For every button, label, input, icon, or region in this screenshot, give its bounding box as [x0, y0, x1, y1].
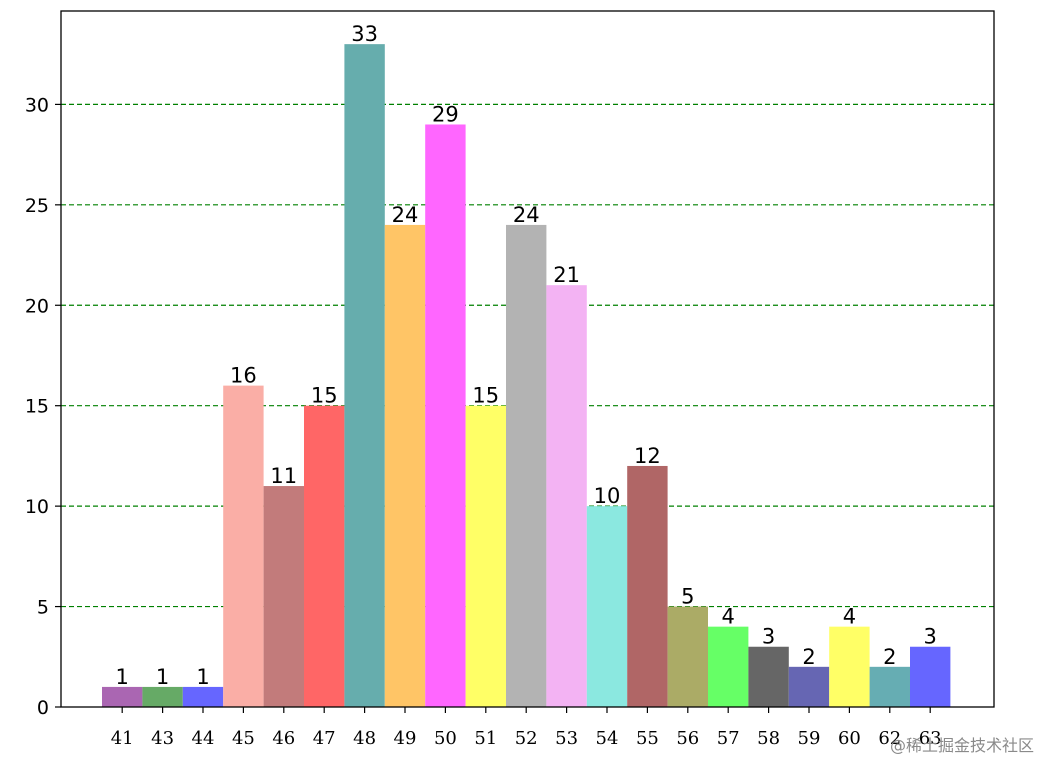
bar	[304, 405, 345, 707]
x-tick-label: 50	[434, 728, 457, 749]
bar-value-label: 29	[432, 102, 459, 126]
bar-value-label: 24	[392, 203, 419, 227]
bar	[586, 506, 628, 707]
bar	[102, 686, 143, 707]
bar-value-label: 1	[116, 665, 129, 689]
bar	[667, 606, 708, 707]
bar	[425, 124, 466, 707]
bar-value-label: 3	[762, 625, 775, 649]
bar	[546, 285, 587, 707]
y-tick-label: 0	[37, 697, 49, 719]
y-tick-label: 20	[25, 295, 49, 317]
x-tick-label: 46	[272, 728, 295, 749]
bar-value-label: 2	[883, 645, 896, 669]
bar	[829, 626, 870, 707]
bar-value-label: 15	[472, 384, 499, 408]
x-tick-label: 41	[111, 728, 134, 749]
bar	[788, 666, 830, 707]
bar-value-label: 4	[843, 605, 856, 629]
bar	[142, 686, 183, 707]
y-tick-label: 15	[25, 396, 49, 418]
bar-value-label: 33	[351, 22, 378, 46]
x-tick-label: 59	[798, 728, 821, 749]
x-tick-label: 53	[555, 728, 578, 749]
x-tick-label: 43	[151, 728, 174, 749]
x-tick-label: 54	[596, 728, 619, 749]
bar	[708, 626, 749, 707]
bar-value-label: 16	[230, 364, 257, 388]
bar-value-label: 1	[196, 665, 209, 689]
x-tick-label: 57	[717, 728, 740, 749]
bar	[384, 224, 426, 708]
watermark: @稀土掘金技术社区	[889, 736, 1034, 755]
y-tick-label: 10	[25, 496, 49, 518]
x-tick-label: 47	[313, 728, 336, 749]
bar-value-label: 11	[270, 464, 297, 488]
bar	[748, 646, 789, 707]
x-axis-ticks: 41 43 44 45 46 47 48 49 50 51 52 53 54 55 56 57 58 59 60 62…	[111, 707, 942, 749]
bar-value-label: 5	[681, 585, 694, 609]
bar	[263, 486, 304, 707]
bars	[102, 44, 951, 708]
plot-frame	[60, 10, 995, 708]
y-tick-label: 30	[25, 94, 49, 116]
x-tick-label: 62	[878, 728, 901, 749]
bar-value-label: 24	[513, 203, 540, 227]
bar	[223, 385, 264, 707]
bar	[344, 44, 385, 707]
bar-value-label: 21	[553, 263, 580, 287]
x-tick-label: 60	[838, 728, 861, 749]
x-tick-label: 56	[676, 728, 699, 749]
bar-value-label: 12	[634, 444, 661, 468]
bar-value-label: 10	[594, 484, 621, 508]
bar	[182, 686, 224, 707]
bar-value-label: 3	[924, 625, 937, 649]
x-tick-label: 45	[232, 728, 255, 749]
x-tick-label: 55	[636, 728, 659, 749]
bar-value-label: 4	[722, 605, 735, 629]
x-tick-label: 52	[515, 728, 538, 749]
x-tick-label: 58	[757, 728, 780, 749]
x-tick-label: 48	[353, 728, 376, 749]
bar	[465, 405, 506, 707]
y-tick-label: 5	[37, 597, 49, 619]
bar	[506, 224, 547, 708]
bar-value-label: 2	[802, 645, 815, 669]
bar	[910, 646, 951, 707]
y-tick-label: 25	[25, 195, 49, 217]
x-tick-label: 44	[192, 728, 215, 749]
x-tick-label: 51	[474, 728, 497, 749]
bar-value-label: 15	[311, 384, 338, 408]
bar	[627, 465, 668, 707]
bar	[869, 666, 910, 707]
x-tick-label: 63	[919, 728, 942, 749]
y-axis-ticks: 0 5 10 15 20 25 30	[25, 94, 61, 719]
x-tick-label: 49	[394, 728, 417, 749]
bar-value-label: 1	[156, 665, 169, 689]
